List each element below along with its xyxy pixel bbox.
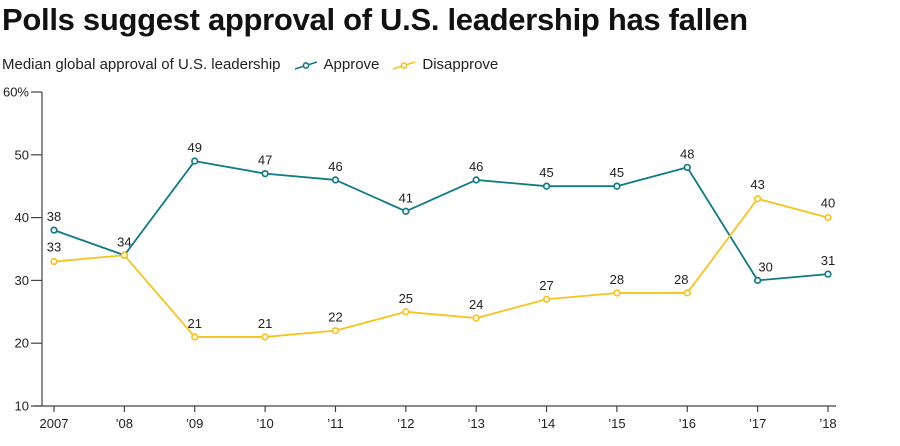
data-point-disapprove <box>261 333 269 341</box>
x-tick-label: ’13 <box>468 416 485 431</box>
data-label-disapprove: 22 <box>328 310 342 325</box>
data-label-disapprove: 40 <box>821 196 835 211</box>
data-label-disapprove: 25 <box>399 291 413 306</box>
data-label-approve: 48 <box>680 146 694 161</box>
data-point-approve <box>683 163 691 172</box>
data-point-disapprove <box>191 333 199 341</box>
data-label-approve: 45 <box>539 165 553 180</box>
data-point-disapprove <box>542 295 551 303</box>
data-point-disapprove <box>50 257 58 266</box>
data-label-disapprove: 33 <box>47 240 61 255</box>
data-label-approve: 41 <box>399 190 413 205</box>
y-tick-label: 50 <box>15 147 29 162</box>
data-point-disapprove <box>753 195 762 203</box>
x-tick-label: ’11 <box>327 416 343 431</box>
data-point-approve <box>613 182 621 190</box>
data-point-approve <box>824 270 832 278</box>
legend-line-marker-icon <box>393 60 416 70</box>
data-point-disapprove <box>472 314 480 322</box>
data-point-disapprove <box>824 213 832 222</box>
data-point-approve <box>50 226 58 234</box>
x-tick-label: ’14 <box>538 416 555 431</box>
x-tick-label: 2007 <box>40 416 69 431</box>
x-tick-label: ’18 <box>819 416 836 431</box>
x-tick-label: ’17 <box>749 416 766 431</box>
data-label-disapprove: 28 <box>674 272 688 287</box>
data-point-disapprove <box>331 326 340 335</box>
data-point-disapprove <box>402 308 410 316</box>
data-label-disapprove: 43 <box>750 177 764 192</box>
y-tick-label: 10 <box>15 399 29 414</box>
data-label-disapprove: 27 <box>539 278 553 293</box>
data-point-disapprove <box>683 289 691 297</box>
data-point-approve <box>542 182 551 190</box>
data-label-approve: 45 <box>610 165 624 180</box>
legend-item-approve: Approve <box>293 56 380 73</box>
chart-subtitle: Median global approval of U.S. leadershi… <box>2 56 281 73</box>
x-tick-label: ’10 <box>256 416 273 431</box>
x-tick-label: ’16 <box>679 416 696 431</box>
data-point-approve <box>402 207 410 215</box>
data-label-disapprove: 24 <box>469 297 483 312</box>
y-tick-label: 40 <box>15 210 29 225</box>
series-line-disapprove <box>53 197 829 338</box>
x-tick-label: ’15 <box>608 416 625 431</box>
chart-title: Polls suggest approval of U.S. leadershi… <box>2 2 748 37</box>
data-label-approve: 46 <box>469 159 483 174</box>
data-point-approve <box>261 169 269 178</box>
legend-line-marker-icon <box>294 60 317 70</box>
y-tick-label: 30 <box>15 273 29 288</box>
data-point-approve <box>472 176 480 184</box>
x-tick-label: ’08 <box>116 416 133 431</box>
data-label-approve: 38 <box>47 209 61 224</box>
data-label-disapprove: 21 <box>258 316 272 331</box>
data-label-approve: 47 <box>258 153 272 168</box>
data-label-approve: 49 <box>187 140 201 155</box>
y-tick-label: 60% <box>3 85 29 100</box>
data-point-approve <box>191 157 199 165</box>
data-label-disapprove: 28 <box>610 272 624 287</box>
legend-item-disapprove: Disapprove <box>391 56 498 73</box>
chart-subtitle-row: Median global approval of U.S. leadershi… <box>2 56 498 73</box>
data-label-approve: 46 <box>328 159 342 174</box>
data-label-approve: 30 <box>758 259 772 274</box>
data-label-approve: 34 <box>117 234 131 249</box>
data-label-disapprove: 21 <box>187 316 201 331</box>
legend-label-disapprove: Disapprove <box>422 56 499 73</box>
legend-label-approve: Approve <box>323 56 380 73</box>
data-point-approve <box>753 276 762 285</box>
x-tick-label: ’09 <box>186 416 203 431</box>
data-point-disapprove <box>613 289 621 297</box>
data-point-approve <box>331 176 340 184</box>
series-line-approve <box>53 160 829 282</box>
x-tick-label: ’12 <box>397 416 414 431</box>
y-tick-label: 20 <box>15 336 29 351</box>
data-label-approve: 31 <box>821 253 835 268</box>
data-point-disapprove <box>120 251 129 259</box>
